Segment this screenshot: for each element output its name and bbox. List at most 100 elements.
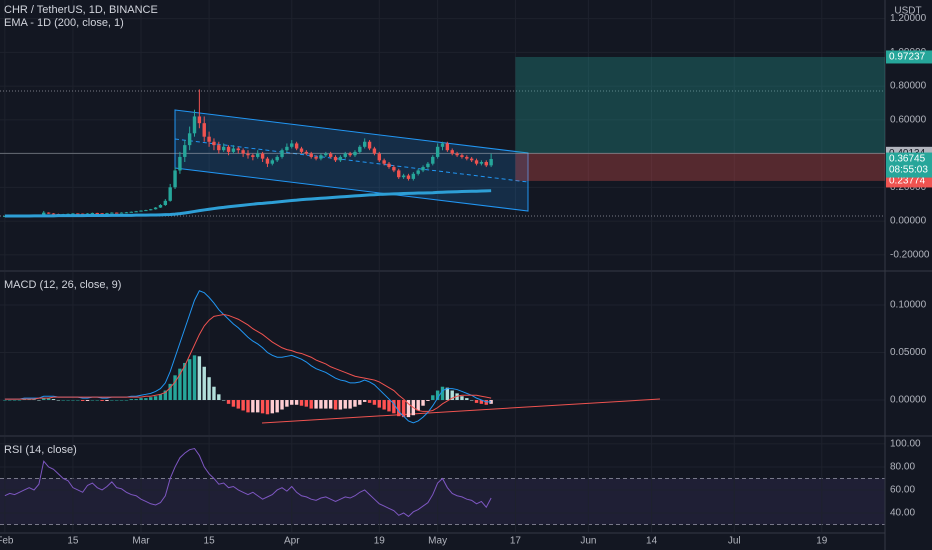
candle-body bbox=[377, 153, 381, 161]
histogram-bar bbox=[80, 400, 85, 401]
candle-body bbox=[440, 143, 445, 147]
histogram-bar bbox=[56, 400, 61, 401]
candle-body bbox=[304, 151, 309, 154]
candle-body bbox=[144, 210, 148, 212]
histogram-bar bbox=[333, 400, 338, 410]
candle-body bbox=[80, 213, 85, 215]
candle-body bbox=[343, 153, 347, 157]
candle-body bbox=[372, 148, 377, 154]
histogram-bar bbox=[358, 400, 362, 405]
histogram-bar bbox=[115, 400, 119, 401]
candle-body bbox=[338, 156, 343, 161]
candle-body bbox=[387, 163, 391, 168]
candle-body bbox=[324, 153, 328, 156]
candle-body bbox=[367, 141, 372, 149]
histogram-bar bbox=[324, 400, 328, 409]
histogram-bar bbox=[95, 400, 99, 401]
histogram-bar bbox=[119, 400, 124, 401]
histogram-bar bbox=[397, 400, 401, 417]
x-tick-label: 19 bbox=[374, 536, 386, 547]
histogram-bar bbox=[450, 390, 454, 401]
histogram-bar bbox=[226, 400, 231, 404]
histogram-bar bbox=[431, 395, 435, 401]
target-price-tag-bg bbox=[886, 50, 932, 64]
candle-body bbox=[241, 150, 245, 154]
histogram-bar bbox=[348, 400, 352, 409]
candle-body bbox=[270, 160, 275, 164]
stop-price-tag-bg bbox=[886, 174, 932, 188]
histogram-bar bbox=[382, 400, 386, 410]
candle-body bbox=[455, 153, 459, 156]
histogram-bar bbox=[163, 390, 168, 401]
histogram-bar bbox=[100, 400, 104, 401]
currency: USDT bbox=[894, 6, 921, 17]
overlay: Feb15Mar15Apr19May17Jun14Jul191.200001.0… bbox=[0, 13, 932, 547]
x-tick-label: 17 bbox=[510, 536, 522, 547]
histogram-bar bbox=[328, 400, 333, 409]
histogram-bar bbox=[158, 394, 163, 401]
histogram-bar bbox=[421, 400, 425, 406]
rsi-line bbox=[4, 447, 492, 518]
candle-body bbox=[290, 143, 294, 147]
histogram-bar bbox=[426, 400, 430, 401]
x-tick-label: 15 bbox=[67, 536, 79, 547]
histogram-bar bbox=[85, 400, 90, 401]
trend-line bbox=[261, 398, 661, 424]
histogram-bar bbox=[42, 398, 46, 401]
candle-body bbox=[236, 148, 240, 151]
y-tick-label: 0.10000 bbox=[890, 300, 927, 311]
histogram-bar bbox=[124, 400, 129, 401]
candle-body bbox=[465, 156, 469, 159]
histogram-bar bbox=[469, 400, 474, 401]
position-target-zone bbox=[515, 56, 885, 154]
candle-body bbox=[484, 162, 488, 166]
y-tick-label: 60.00 bbox=[890, 485, 915, 496]
candle-body bbox=[411, 173, 416, 179]
x-tick-label: Feb bbox=[0, 536, 14, 547]
histogram-bar bbox=[338, 400, 343, 410]
histogram-bar bbox=[392, 400, 396, 414]
histogram-bar bbox=[192, 355, 197, 401]
candle-body bbox=[153, 207, 158, 210]
histogram-bar bbox=[275, 400, 279, 413]
candle-body bbox=[192, 116, 197, 134]
candle-body bbox=[260, 153, 265, 159]
candle-body bbox=[275, 156, 279, 161]
histogram-bar bbox=[105, 400, 109, 401]
histogram-bar bbox=[387, 400, 391, 412]
histogram-bar bbox=[71, 400, 75, 401]
y-tick-label: 40.00 bbox=[890, 508, 915, 519]
histogram-bar bbox=[314, 400, 318, 409]
histogram-bar bbox=[221, 400, 226, 401]
candle-body bbox=[51, 213, 56, 215]
candle-body bbox=[183, 145, 187, 157]
histogram-bar bbox=[445, 387, 450, 401]
histogram-bar bbox=[416, 400, 420, 411]
candle-body bbox=[124, 212, 129, 214]
histogram-bar bbox=[401, 400, 406, 418]
histogram-bar bbox=[465, 398, 469, 401]
candle-body bbox=[105, 213, 109, 215]
histogram-bar bbox=[17, 400, 22, 401]
histogram-bar bbox=[304, 400, 309, 407]
candle-body bbox=[85, 213, 90, 215]
histogram-bar bbox=[474, 400, 479, 403]
histogram-bar bbox=[3, 400, 7, 401]
candle-body bbox=[401, 175, 406, 178]
candle-body bbox=[353, 151, 357, 156]
histogram-bar bbox=[479, 400, 484, 404]
y-tick-label: -0.20000 bbox=[890, 249, 930, 260]
histogram-bar bbox=[217, 394, 221, 401]
candle-body bbox=[134, 211, 138, 213]
histogram-bar bbox=[46, 398, 51, 401]
histogram-bar bbox=[129, 399, 133, 401]
histogram-bar bbox=[51, 399, 56, 401]
candle-body bbox=[416, 170, 420, 174]
candle-body bbox=[328, 153, 333, 157]
candle-body bbox=[168, 187, 172, 201]
candle-body bbox=[76, 213, 80, 215]
candle-body bbox=[460, 155, 464, 157]
candle-body bbox=[392, 167, 396, 171]
candle-body bbox=[158, 205, 163, 208]
histogram-bar bbox=[173, 375, 177, 401]
